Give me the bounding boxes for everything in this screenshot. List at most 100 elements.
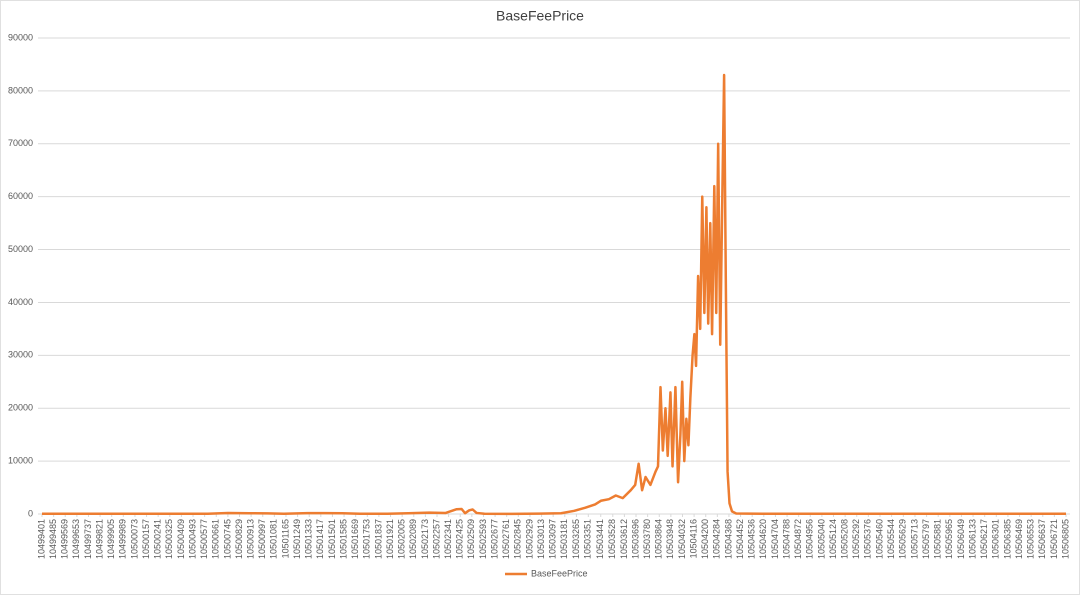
- x-tick-label: 10505544: [886, 519, 896, 559]
- x-tick-label: 10506469: [1014, 519, 1024, 559]
- x-tick-label: 10499821: [94, 519, 104, 559]
- x-tick-label: 10504452: [735, 519, 745, 559]
- x-tick-label: 10502257: [431, 519, 441, 559]
- x-tick-label: 10501165: [280, 519, 290, 558]
- x-tick-label: 10504536: [747, 519, 757, 559]
- x-tick-label: 10501417: [315, 519, 325, 559]
- y-tick-label: 30000: [8, 350, 33, 360]
- x-tick-label: 10505713: [909, 519, 919, 559]
- x-tick-label: 10500661: [211, 519, 221, 559]
- x-tick-label: 10505208: [840, 519, 850, 559]
- x-tick-label: 10501585: [338, 519, 348, 559]
- x-tick-label: 10499653: [71, 519, 81, 559]
- x-tick-label: 10503441: [595, 519, 605, 559]
- y-tick-label: 20000: [8, 403, 33, 413]
- x-tick-label: 10504872: [793, 519, 803, 559]
- y-tick-label: 80000: [8, 85, 33, 95]
- x-tick-label: 10499569: [60, 519, 70, 559]
- x-tick-label: 10503351: [583, 519, 593, 559]
- x-tick-label: 10502509: [466, 519, 476, 559]
- x-tick-label: 10503181: [559, 519, 569, 559]
- x-tick-label: 10504032: [677, 519, 687, 559]
- x-tick-label: 10506301: [991, 519, 1001, 559]
- x-tick-label: 10500073: [129, 519, 139, 559]
- x-tick-label: 10505292: [851, 519, 861, 559]
- x-tick-label: 10505040: [816, 519, 826, 559]
- y-tick-label: 50000: [8, 244, 33, 254]
- x-tick-label: 10500409: [176, 519, 186, 559]
- x-tick-label: 10501249: [292, 519, 302, 559]
- x-tick-label: 10504116: [688, 519, 698, 558]
- x-tick-label: 10499737: [83, 519, 93, 559]
- x-tick-label: 10502341: [443, 519, 453, 559]
- x-tick-label: 10505376: [863, 519, 873, 559]
- x-tick-label: 10506385: [1002, 519, 1012, 559]
- x-tick-label: 10501669: [350, 519, 360, 559]
- x-tick-label: 10500997: [257, 519, 267, 559]
- x-tick-label: 10503265: [571, 519, 581, 559]
- x-tick-label: 10500829: [234, 519, 244, 559]
- x-tick-label: 10501333: [304, 519, 314, 559]
- x-tick-label: 10500241: [153, 519, 163, 559]
- x-tick-label: 10503948: [665, 519, 675, 559]
- x-tick-label: 10503612: [619, 519, 629, 559]
- x-tick-label: 10505124: [828, 519, 838, 559]
- x-tick-label: 10506805: [1060, 519, 1070, 559]
- x-tick-label: 10502593: [478, 519, 488, 559]
- x-tick-label: 10506553: [1026, 519, 1036, 559]
- x-tick-label: 10501753: [362, 519, 372, 559]
- x-tick-label: 10503780: [642, 519, 652, 559]
- x-tick-label: 10499485: [48, 519, 58, 559]
- x-tick-label: 10504788: [781, 519, 791, 559]
- x-tick-label: 10499905: [106, 519, 116, 559]
- x-tick-label: 10504956: [805, 519, 815, 559]
- x-tick-label: 10502005: [397, 519, 407, 559]
- x-tick-label: 10504704: [770, 519, 780, 559]
- x-tick-label: 10502173: [420, 519, 430, 559]
- x-tick-label: 10500325: [164, 519, 174, 559]
- x-tick-label: 10499989: [118, 519, 128, 559]
- x-tick-label: 10501081: [269, 519, 279, 559]
- y-tick-label: 70000: [8, 138, 33, 148]
- x-tick-label: 10501921: [385, 519, 395, 559]
- data-line: [41, 73, 1066, 516]
- x-tick-label: 10504200: [700, 519, 710, 559]
- x-tick-label: 10506133: [967, 519, 977, 559]
- y-tick-label: 10000: [8, 455, 33, 465]
- x-tick-label: 10504620: [758, 519, 768, 559]
- x-tick-label: 10505460: [874, 519, 884, 559]
- x-tick-label: 10505881: [933, 519, 943, 559]
- x-tick-label: 10502089: [408, 519, 418, 559]
- x-tick-label: 10502845: [513, 519, 523, 559]
- x-tick-label: 10501837: [373, 519, 383, 559]
- x-tick-label: 10503864: [654, 519, 664, 559]
- x-tick-label: 10503528: [607, 519, 617, 559]
- legend-label: BaseFeePrice: [531, 568, 588, 578]
- y-tick-label: 60000: [8, 191, 33, 201]
- x-tick-label: 10500157: [141, 519, 151, 559]
- x-tick-label: 10502677: [489, 519, 499, 559]
- x-tick-label: 10506049: [956, 519, 966, 559]
- chart-title: BaseFeePrice: [496, 8, 584, 24]
- x-tick-label: 10500913: [245, 519, 255, 559]
- y-tick-label: 0: [28, 508, 33, 518]
- x-tick-label: 10506217: [979, 519, 989, 559]
- x-tick-label: 10500493: [187, 519, 197, 559]
- y-tick-label: 40000: [8, 297, 33, 307]
- y-tick-label: 90000: [8, 32, 33, 42]
- x-tick-label: 10506637: [1037, 519, 1047, 559]
- x-tick-label: 10506721: [1049, 519, 1059, 559]
- x-tick-label: 10504368: [723, 519, 733, 559]
- x-tick-label: 10505965: [944, 519, 954, 559]
- x-tick-label: 10502761: [501, 519, 511, 559]
- x-tick-label: 10505797: [921, 519, 931, 559]
- x-tick-label: 10503097: [548, 519, 558, 559]
- x-tick-label: 10500745: [222, 519, 232, 559]
- x-tick-label: 10503013: [536, 519, 546, 559]
- x-tick-label: 10500577: [199, 519, 209, 559]
- x-tick-label: 10501501: [327, 519, 337, 559]
- x-tick-label: 10499401: [36, 519, 46, 559]
